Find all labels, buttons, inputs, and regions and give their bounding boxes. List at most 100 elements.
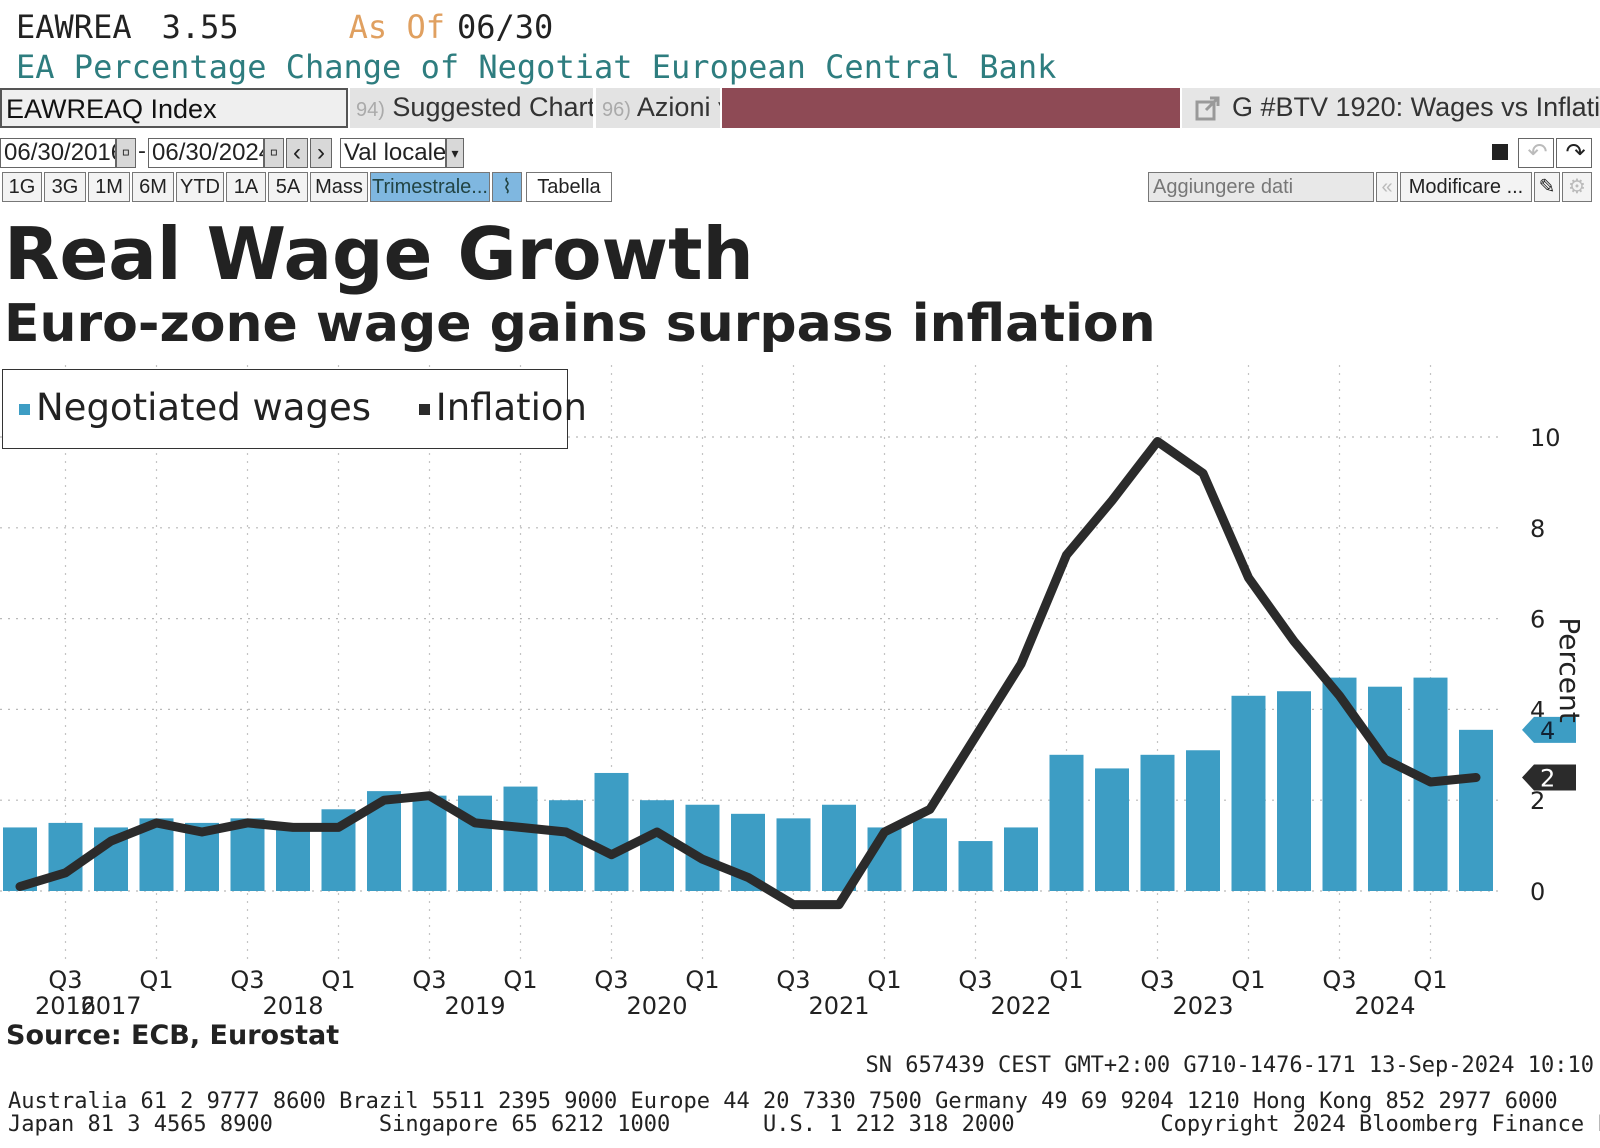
period-1a[interactable]: 1A: [226, 172, 266, 202]
chevron-down-icon[interactable]: ▾: [446, 138, 464, 168]
y-tick-label: 2: [1530, 787, 1545, 815]
start-date-input[interactable]: 06/30/2016: [0, 138, 116, 168]
period-3g[interactable]: 3G: [44, 172, 86, 202]
frequency-select[interactable]: Trimestrale...: [370, 172, 490, 202]
wage-bar: [1186, 750, 1220, 891]
security-header: EAWREA 3.55 As Of 06/30: [16, 8, 553, 46]
period-1g[interactable]: 1G: [2, 172, 42, 202]
period-ytd[interactable]: YTD: [176, 172, 224, 202]
undo-icon[interactable]: ↶: [1518, 138, 1554, 168]
x-tick-quarter: Q3: [230, 966, 264, 994]
gear-icon[interactable]: ⚙: [1562, 172, 1592, 202]
wage-bar: [1049, 754, 1084, 891]
x-tick-quarter: Q3: [776, 966, 810, 994]
wage-bar: [958, 841, 993, 891]
period-1m[interactable]: 1M: [88, 172, 130, 202]
wage-bar: [1095, 768, 1129, 891]
x-tick-year: 2016: [35, 992, 96, 1020]
currency-select[interactable]: Val locale: [340, 138, 446, 168]
x-tick-year: 2024: [1354, 992, 1415, 1020]
btv-chart-link[interactable]: G #BTV 1920: Wages vs Inflation: [1182, 88, 1600, 128]
wage-bar: [1277, 691, 1311, 891]
azioni-num: 96): [602, 99, 631, 121]
edit-icon[interactable]: ✎: [1534, 172, 1560, 202]
x-tick-year: 2021: [808, 992, 869, 1020]
source-note: Source: ECB, Eurostat: [6, 1020, 340, 1051]
x-tick-quarter: Q1: [867, 966, 901, 994]
wage-bar: [549, 800, 583, 891]
legend-swatch-wages: [19, 404, 30, 415]
wage-bar: [1004, 827, 1038, 891]
index-input[interactable]: EAWREAQ Index: [0, 88, 348, 128]
suggested-charts-button[interactable]: 94) Suggested Charts: [350, 88, 593, 128]
x-tick-year: 2019: [444, 992, 505, 1020]
suggested-label: Suggested Charts: [392, 92, 593, 122]
wages-badge: [1522, 716, 1576, 743]
period-row: 1G 3G 1M 6M YTD 1A 5A Mass Trimestrale..…: [0, 172, 1600, 204]
chart-legend: Negotiated wages Inflation: [2, 369, 587, 449]
wage-bar: [1459, 729, 1493, 891]
x-tick-year: 2023: [1172, 992, 1233, 1020]
last-value-badges: 42: [1522, 716, 1576, 793]
legend-inflation: Inflation: [435, 386, 587, 429]
y-tick-label: 10: [1530, 424, 1561, 452]
as-of-label: As Of: [348, 8, 445, 46]
wage-bar: [412, 795, 447, 891]
btv-label: G #BTV 1920: Wages vs Inflation: [1232, 92, 1600, 122]
azioni-label: Azioni ▾: [636, 92, 720, 122]
end-date-input[interactable]: 06/30/2024: [148, 138, 264, 168]
wage-bar: [640, 800, 674, 891]
chevron-double-left-icon[interactable]: «: [1376, 172, 1398, 202]
wage-bar: [594, 772, 629, 891]
table-button[interactable]: Tabella: [526, 172, 612, 202]
x-tick-quarter: Q3: [1322, 966, 1356, 994]
redo-icon[interactable]: ↷: [1556, 138, 1592, 168]
x-tick-quarter: Q3: [594, 966, 628, 994]
period-5a[interactable]: 5A: [268, 172, 308, 202]
x-tick-quarter: Q1: [1049, 966, 1083, 994]
ticker: EAWREA: [16, 8, 132, 46]
chevron-left-icon[interactable]: ‹: [286, 138, 308, 168]
wages-badge-label: 4: [1540, 717, 1555, 745]
security-description: EA Percentage Change of Negotiat Europea…: [16, 48, 1057, 86]
calendar-icon[interactable]: ▫: [264, 138, 284, 168]
x-tick-quarter: Q3: [48, 966, 82, 994]
wage-bar: [822, 804, 856, 891]
chart-title: Real Wage Growth: [4, 212, 754, 296]
command-toolbar: EAWREAQ Index 94) Suggested Charts 96) A…: [0, 88, 1600, 130]
chart-subtitle: Euro-zone wage gains surpass inflation: [4, 294, 1156, 354]
bar-series: [3, 677, 1493, 891]
external-link-icon: [1195, 96, 1220, 121]
toolbar-spacer: [722, 88, 1180, 128]
inflation-badge-label: 2: [1540, 765, 1555, 793]
x-tick-quarter: Q3: [958, 966, 992, 994]
last-value: 3.55: [161, 8, 239, 46]
period-6m[interactable]: 6M: [132, 172, 174, 202]
modify-button[interactable]: Modificare ...: [1400, 172, 1532, 202]
play-icon[interactable]: [1492, 144, 1508, 160]
y-tick-label: 8: [1530, 515, 1545, 543]
suggested-num: 94): [356, 99, 385, 121]
x-tick-quarter: Q3: [1140, 966, 1174, 994]
azioni-dropdown[interactable]: 96) Azioni ▾: [596, 88, 720, 128]
x-tick-quarter: Q1: [1231, 966, 1265, 994]
x-tick-quarter: Q1: [1413, 966, 1447, 994]
x-tick-quarter: Q1: [685, 966, 719, 994]
line-chart-icon[interactable]: ⌇: [492, 172, 522, 202]
chevron-right-icon[interactable]: ›: [310, 138, 332, 168]
y-tick-label: 6: [1530, 606, 1545, 634]
wage-bar: [913, 818, 947, 891]
x-tick-year: 2017: [80, 992, 141, 1020]
calendar-icon[interactable]: ▫: [116, 138, 136, 168]
x-tick-quarter: Q3: [412, 966, 446, 994]
footer-contacts-line1: Australia 61 2 9777 8600 Brazil 5511 239…: [8, 1089, 1558, 1114]
add-data-input[interactable]: Aggiungere dati: [1148, 172, 1374, 202]
inflation-line: [15, 437, 1481, 910]
legend-wages: Negotiated wages: [36, 386, 372, 429]
period-max[interactable]: Mass: [310, 172, 368, 202]
as-of-date: 06/30: [456, 8, 554, 46]
wage-bar: [458, 795, 492, 891]
x-tick-year: 2018: [262, 992, 323, 1020]
